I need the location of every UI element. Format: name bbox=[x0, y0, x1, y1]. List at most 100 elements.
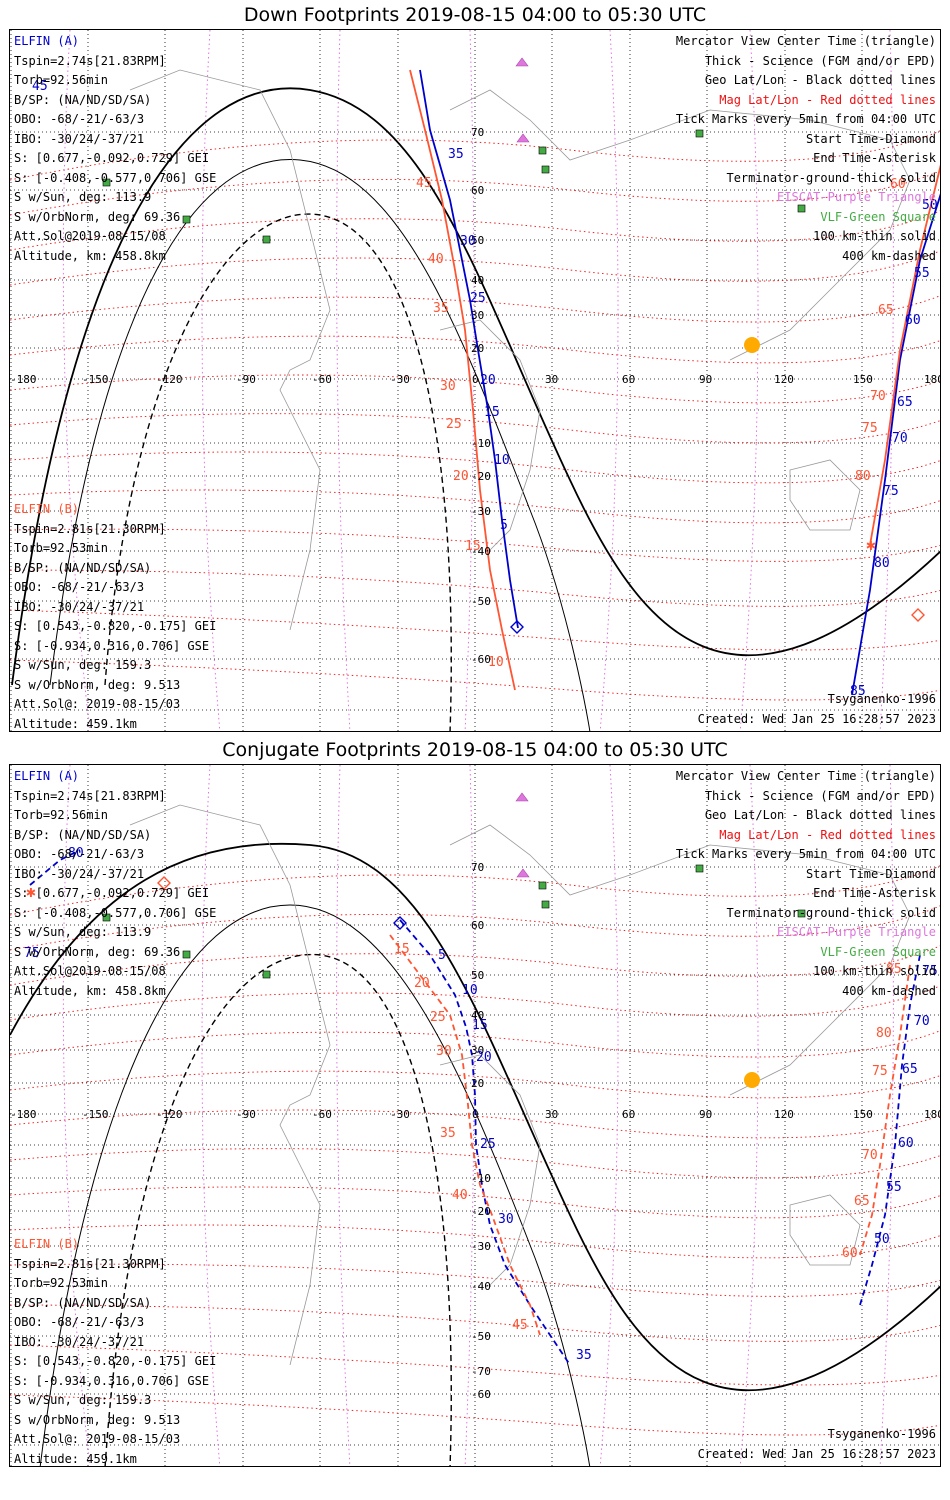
elfin-a-info: ELFIN (A) Tspin=2.74s[21.83RPM] Torb=92.5… bbox=[14, 34, 217, 263]
svg-text:25: 25 bbox=[430, 1010, 446, 1025]
conjugate-footprints-map: ✱ -180 -150 -120 -90 -60 -30 0 30 60 90 120 15… bbox=[9, 764, 941, 1467]
svg-text:35: 35 bbox=[576, 1348, 592, 1363]
svg-text:80: 80 bbox=[68, 846, 84, 861]
svg-text:-60: -60 bbox=[312, 373, 332, 386]
svg-text:60: 60 bbox=[471, 184, 484, 197]
elfin-a-track-east bbox=[851, 193, 940, 696]
svg-text:-60: -60 bbox=[471, 1388, 491, 1401]
svg-text:85: 85 bbox=[850, 684, 866, 699]
svg-text:65: 65 bbox=[878, 303, 894, 318]
lon-tick-labels: -180 -150 -120 -90 -60 -30 0 30 60 90 120 150 … bbox=[10, 373, 941, 386]
svg-text:75: 75 bbox=[24, 946, 40, 961]
svg-text:-90: -90 bbox=[236, 1108, 256, 1121]
elfin-b-track-east bbox=[869, 164, 940, 546]
svg-text:-60: -60 bbox=[471, 653, 491, 666]
svg-text:40: 40 bbox=[471, 1009, 484, 1022]
start-diamond-a bbox=[510, 620, 524, 634]
svg-text:-10: -10 bbox=[471, 1172, 491, 1185]
svg-text:75: 75 bbox=[883, 484, 899, 499]
svg-text:-120: -120 bbox=[156, 1108, 183, 1121]
svg-text:10: 10 bbox=[462, 983, 478, 998]
svg-text:-50: -50 bbox=[471, 595, 491, 608]
svg-text:35: 35 bbox=[440, 1126, 456, 1141]
svg-text:120: 120 bbox=[774, 1108, 794, 1121]
svg-text:-150: -150 bbox=[82, 1108, 109, 1121]
svg-text:-150: -150 bbox=[82, 373, 109, 386]
elfin-b-tick-labels: 15 20 25 30 35 40 45 60 65 70 75 80 85 bbox=[394, 942, 902, 1333]
svg-text:-30: -30 bbox=[471, 1240, 491, 1253]
model-created: Tsyganenko-1996 Created: Wed Jan 25 16:28… bbox=[697, 692, 936, 726]
svg-text:-30: -30 bbox=[471, 505, 491, 518]
svg-text:60: 60 bbox=[905, 313, 921, 328]
svg-text:40: 40 bbox=[428, 252, 444, 267]
svg-text:90: 90 bbox=[699, 373, 712, 386]
svg-text:-20: -20 bbox=[471, 1205, 491, 1218]
svg-text:5: 5 bbox=[438, 948, 446, 963]
start-diamond-a bbox=[393, 916, 407, 930]
elfin-a-track bbox=[419, 69, 519, 629]
svg-text:55: 55 bbox=[886, 1180, 902, 1195]
svg-text:30: 30 bbox=[471, 309, 484, 322]
elfin-b-tick-labels: 45 40 35 30 25 20 15 10 60 65 70 75 80 bbox=[416, 176, 906, 670]
terminator-400km bbox=[104, 953, 452, 1466]
elfin-a-tick-labels: 5 10 15 20 25 30 35 50 55 60 65 70 75 80 75 bbox=[24, 846, 938, 1363]
svg-text:40: 40 bbox=[471, 274, 484, 287]
svg-text:5: 5 bbox=[500, 518, 508, 533]
svg-text:-40: -40 bbox=[471, 545, 491, 558]
svg-text:70: 70 bbox=[870, 389, 886, 404]
svg-text:180: 180 bbox=[924, 373, 941, 386]
elfin-b-info: ELFIN (B) Tspin=2.81s[21.30RPM] Torb=92.5… bbox=[14, 502, 217, 731]
vlf-squares bbox=[102, 129, 806, 244]
sun-icon bbox=[744, 1072, 760, 1088]
svg-text:10: 10 bbox=[488, 655, 504, 670]
svg-text:50: 50 bbox=[874, 1232, 890, 1247]
svg-text:60: 60 bbox=[842, 1246, 858, 1261]
svg-text:120: 120 bbox=[774, 373, 794, 386]
mag-meridians bbox=[62, 30, 894, 731]
svg-text:20: 20 bbox=[476, 1050, 492, 1065]
svg-text:-60: -60 bbox=[312, 1108, 332, 1121]
mag-grid bbox=[10, 130, 940, 701]
svg-text:45: 45 bbox=[512, 1318, 528, 1333]
svg-text:20: 20 bbox=[414, 976, 430, 991]
svg-text:15: 15 bbox=[472, 1018, 488, 1033]
svg-text:70: 70 bbox=[892, 431, 908, 446]
terminator-100km bbox=[39, 904, 591, 1466]
svg-text:75: 75 bbox=[872, 1064, 888, 1079]
svg-text:-30: -30 bbox=[390, 373, 410, 386]
elfin-b-info: ELFIN (B) Tspin=2.81s[21.30RPM] Torb=92.5… bbox=[14, 1237, 217, 1466]
svg-text:25: 25 bbox=[480, 1137, 496, 1152]
eiscat-triangle bbox=[515, 792, 529, 802]
coastlines bbox=[129, 69, 911, 631]
svg-text:20: 20 bbox=[480, 373, 496, 388]
svg-text:0: 0 bbox=[472, 373, 479, 386]
svg-text:70: 70 bbox=[862, 1148, 878, 1163]
svg-text:20: 20 bbox=[453, 469, 469, 484]
svg-text:50: 50 bbox=[471, 969, 484, 982]
elfin-b-track bbox=[409, 69, 516, 691]
svg-text:65: 65 bbox=[902, 1062, 918, 1077]
vlf-squares bbox=[102, 864, 806, 979]
svg-text:80: 80 bbox=[874, 556, 890, 571]
svg-text:35: 35 bbox=[448, 147, 464, 162]
svg-text:25: 25 bbox=[470, 291, 486, 306]
down-footprints-title: Down Footprints 2019-08-15 04:00 to 05:3… bbox=[243, 4, 707, 26]
svg-text:60: 60 bbox=[471, 919, 484, 932]
svg-text:-180: -180 bbox=[10, 1108, 37, 1121]
svg-text:150: 150 bbox=[853, 1108, 873, 1121]
svg-text:45: 45 bbox=[416, 176, 432, 191]
down-footprints-map: ✱ -180 -150 -120 -90 -60 -30 0 30 60 90 120 15… bbox=[9, 29, 941, 732]
svg-text:60: 60 bbox=[622, 373, 635, 386]
svg-text:-40: -40 bbox=[471, 1280, 491, 1293]
svg-text:30: 30 bbox=[440, 379, 456, 394]
svg-text:80: 80 bbox=[876, 1026, 892, 1041]
svg-text:-120: -120 bbox=[156, 373, 183, 386]
svg-text:60: 60 bbox=[890, 177, 906, 192]
mag-meridians bbox=[62, 765, 894, 1466]
eiscat-triangle-2 bbox=[516, 133, 530, 143]
start-diamond-b bbox=[911, 608, 925, 622]
svg-text:20: 20 bbox=[471, 342, 484, 355]
svg-text:-70: -70 bbox=[471, 1365, 491, 1378]
coastlines bbox=[129, 804, 911, 1366]
